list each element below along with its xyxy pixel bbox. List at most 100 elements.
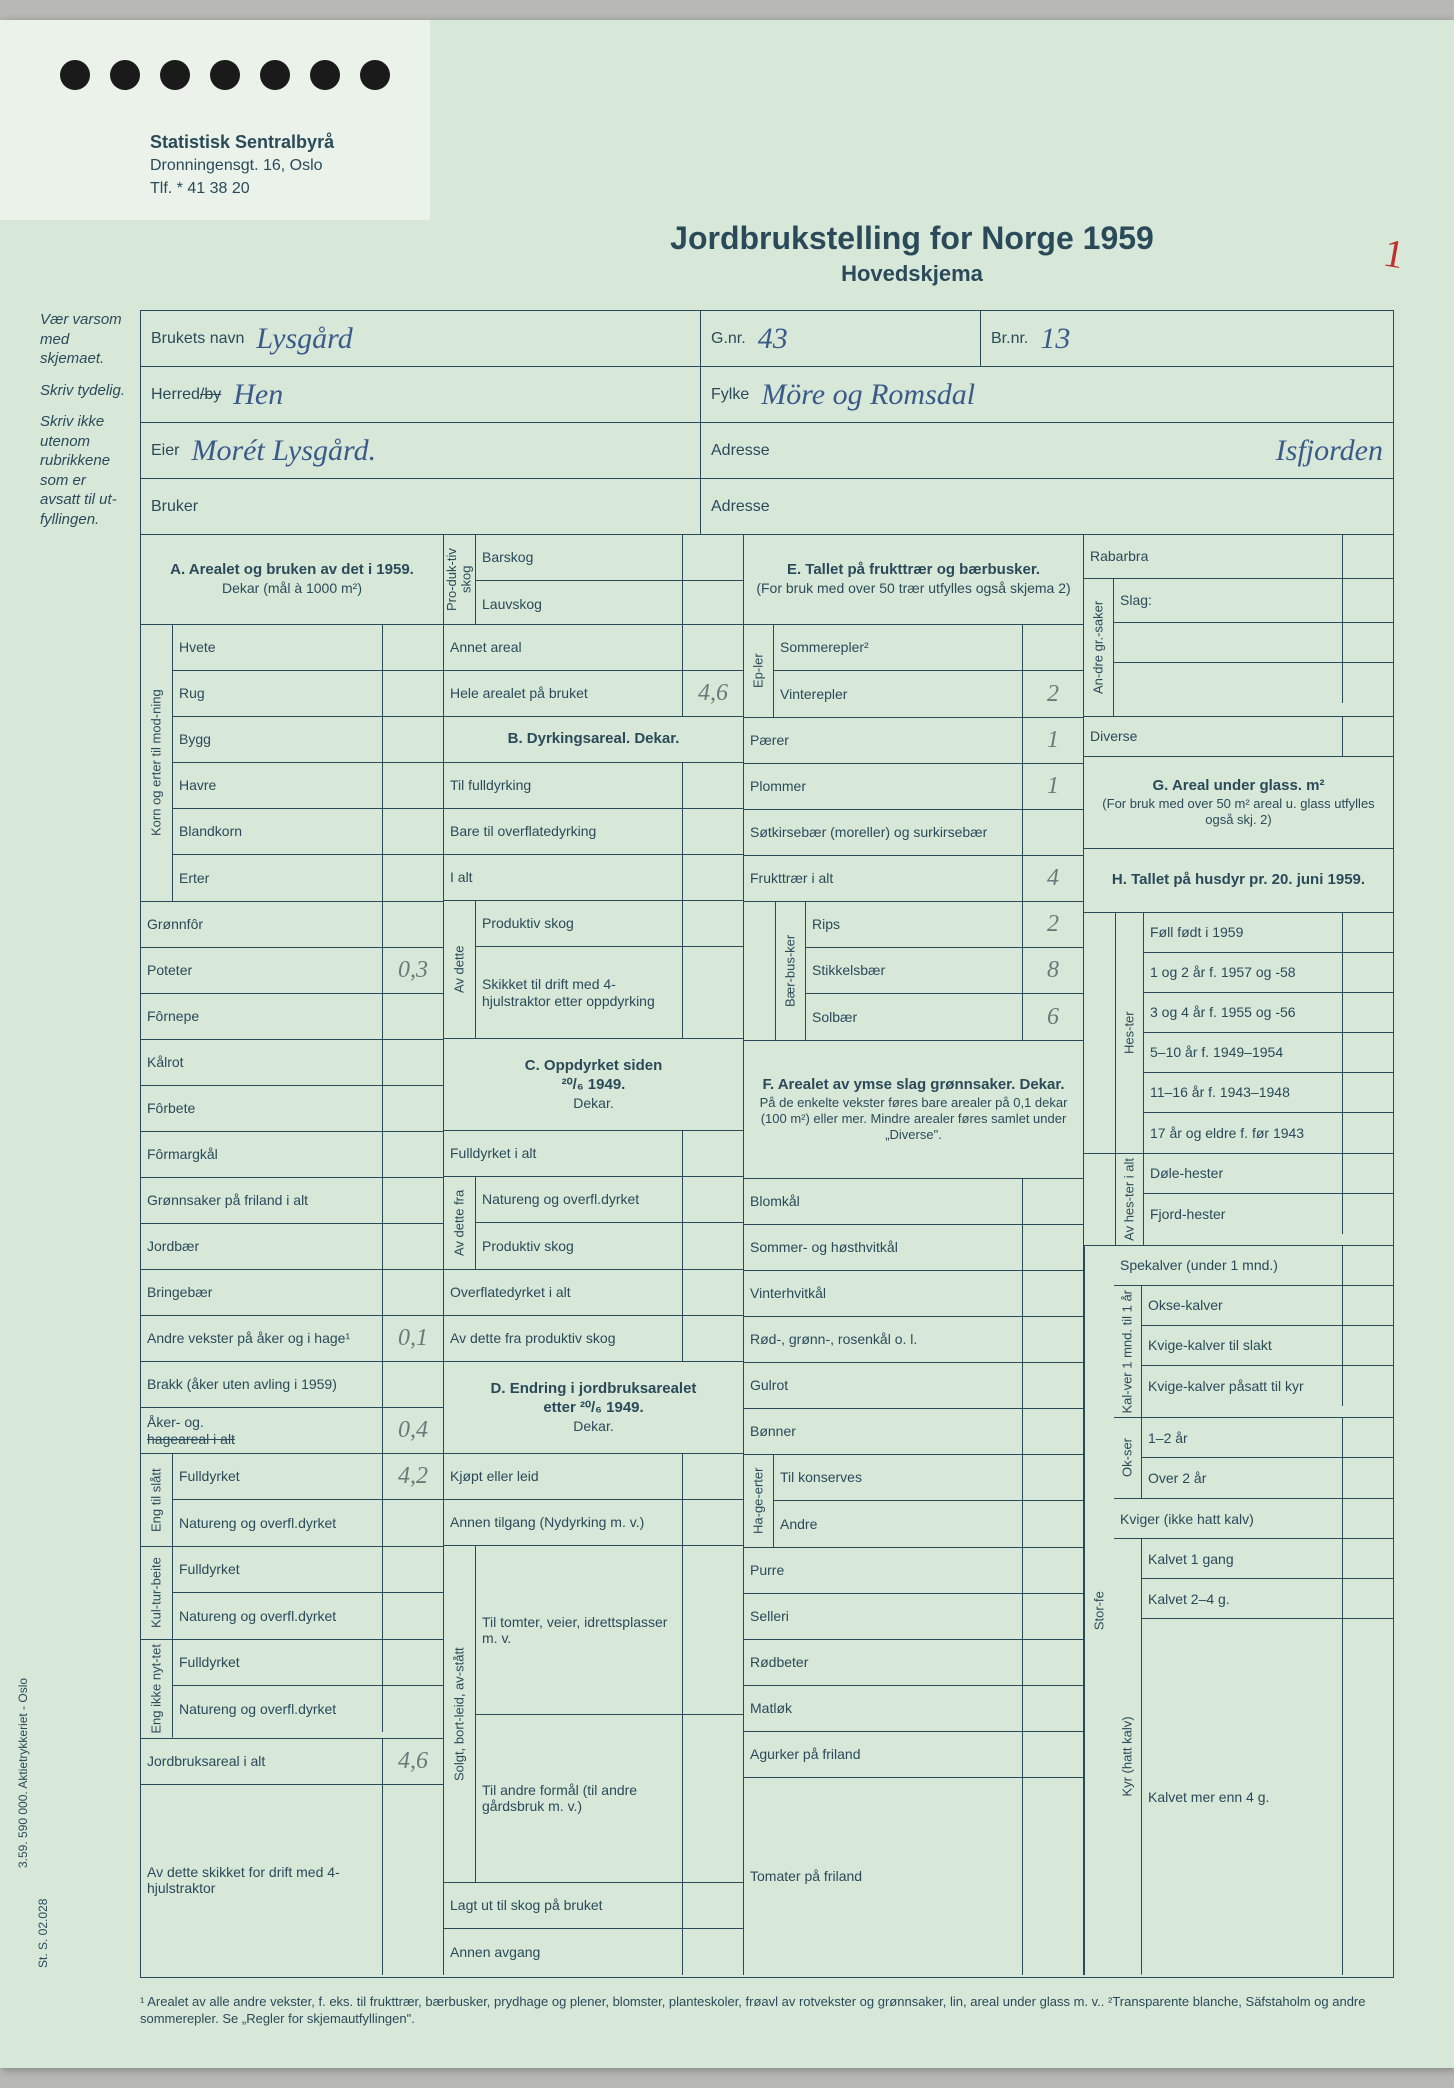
e-hdr2: (For bruk med over 50 trær utfylles også…: [748, 580, 1079, 598]
adresse1-lbl: Adresse: [711, 442, 770, 460]
eier-val: Morét Lysgård.: [191, 434, 376, 468]
baer-vlabel: Bær-bus-ker: [776, 902, 806, 1040]
bruker-lbl: Bruker: [151, 498, 198, 516]
c-avdette: Av dette fra produktiv skog: [444, 1316, 683, 1361]
e-plommer-v: 1: [1047, 773, 1059, 800]
d-tomter: Til tomter, veier, idrettsplasser m. v.: [476, 1546, 683, 1714]
d-kjopt: Kjøpt eller leid: [444, 1454, 683, 1499]
hele-v: 4,6: [698, 680, 728, 707]
a-kul-full: Fulldyrket: [173, 1547, 383, 1592]
side-print-1: 3.59. 590 000. Aktietrykkeriet - Oslo: [16, 1678, 30, 1868]
brukets-navn-lbl: Brukets navn: [151, 330, 244, 348]
a-havre: Havre: [173, 763, 383, 808]
org-addr: Dronningensgt. 16, Oslo: [150, 155, 334, 177]
hdr-row-1: Brukets navn Lysgård G.nr. 43 Br.nr. 13: [141, 311, 1393, 367]
c-overfl: Overflatedyrket i alt: [444, 1270, 683, 1315]
a-eng2-full: Fulldyrket: [173, 1640, 383, 1685]
d-solgt-vlabel: Solgt, bort-leid, av-stått: [444, 1546, 476, 1882]
adresse1-val: Isfjorden: [1276, 434, 1383, 468]
e-frukt-v: 4: [1047, 865, 1059, 892]
form-page: Statistisk Sentralbyrå Dronningensgt. 16…: [0, 20, 1454, 2068]
a-erter: Erter: [173, 855, 383, 901]
h-17: 17 år og eldre f. før 1943: [1144, 1113, 1343, 1153]
a-aker-lbl: Åker- og.hageareal i alt: [141, 1408, 383, 1453]
a-fulldyrket: Fulldyrket: [173, 1454, 383, 1499]
c-full: Fulldyrket i alt: [444, 1131, 683, 1176]
fylke-val: Möre og Romsdal: [761, 378, 975, 412]
f-blomkal: Blomkål: [744, 1179, 1023, 1224]
g-hdr2: (For bruk med over 50 m² areal u. glass …: [1088, 796, 1389, 829]
side-print-2: St. S. 02.028: [36, 1899, 50, 1968]
storfe-vlabel: Stor-fe: [1084, 1246, 1114, 1975]
eng2-vlabel: Eng ikke nyt-tet: [141, 1640, 173, 1738]
title-main: Jordbrukstelling for Norge 1959: [430, 220, 1394, 257]
f-rodbeter: Rødbeter: [744, 1640, 1023, 1685]
f-tomater: Tomater på friland: [744, 1778, 1023, 1975]
e-sommer: Sommerepler²: [774, 625, 1023, 670]
c-prod: Produktiv skog: [476, 1223, 683, 1269]
b-hdr: B. Dyrkingsareal. Dekar.: [508, 730, 680, 749]
c-hdr1: C. Oppdyrket siden: [448, 1057, 739, 1076]
a-hdr2: Dekar (mål à 1000 m²): [145, 580, 439, 598]
c-natureng: Natureng og overfl.dyrket: [476, 1177, 683, 1222]
title-block: Jordbrukstelling for Norge 1959 Hovedskj…: [430, 220, 1394, 287]
a-poteter: Poteter: [141, 948, 383, 993]
eng-vlabel: Eng til slått: [141, 1454, 173, 1546]
h-kvige-kyr: Kvige-kalver påsatt til kyr: [1142, 1366, 1343, 1406]
footnote: ¹ Arealet av alle andre vekster, f. eks.…: [140, 1994, 1394, 2028]
a-andre-v: 0,1: [398, 1325, 428, 1352]
a-kalrot: Kålrot: [141, 1040, 383, 1085]
hdr-row-2: Herred/by Hen Fylke Möre og Romsdal: [141, 367, 1393, 423]
h-o1-2: 1–2 år: [1142, 1418, 1343, 1457]
herred-val: Hen: [233, 378, 283, 412]
avh-vlabel: Av hes-ter i alt: [1116, 1154, 1144, 1245]
a-jordbaer: Jordbær: [141, 1224, 383, 1269]
h-hdr: H. Tallet på husdyr pr. 20. juni 1959.: [1112, 871, 1365, 890]
a-rug: Rug: [173, 671, 383, 716]
hdr-row-4: Bruker Adresse: [141, 479, 1393, 535]
left-margin-text: Vær varsom med skjemaet. Skriv tydelig. …: [40, 310, 130, 541]
brukets-navn-val: Lysgård: [256, 322, 352, 356]
h-okse: Okse-kalver: [1142, 1286, 1343, 1325]
h-k1: Kalvet 1 gang: [1142, 1539, 1343, 1578]
a-brakk: Brakk (åker uten avling i 1959): [141, 1362, 383, 1407]
prod-vlabel: Pro-duk-tiv skog: [444, 535, 476, 624]
punch-holes: [60, 60, 390, 90]
okser-vlabel: Ok-ser: [1114, 1418, 1142, 1498]
h-kvige-slakt: Kvige-kalver til slakt: [1142, 1326, 1343, 1365]
b-skikket: Skikket til drift med 4-hjulstraktor ett…: [476, 947, 683, 1038]
e-rips: Rips: [806, 902, 1023, 947]
a-formargkal: Fôrmargkål: [141, 1132, 383, 1177]
d-lagt: Lagt ut til skog på bruket: [444, 1883, 683, 1928]
h-1-2: 1 og 2 år f. 1957 og -58: [1144, 953, 1343, 992]
org-name: Statistisk Sentralbyrå: [150, 130, 334, 155]
a-forbete: Fôrbete: [141, 1086, 383, 1131]
g-diverse: Diverse: [1084, 717, 1343, 756]
a-hvete: Hvete: [173, 625, 383, 670]
korn-vlabel: Korn og erter til mod-ning: [141, 625, 173, 901]
kyr-vlabel: Kyr (hatt kalv): [1114, 1539, 1142, 1975]
a-kul-nat: Natureng og overfl.dyrket: [173, 1593, 383, 1639]
b-av-vlabel: Av dette: [444, 901, 476, 1038]
e-plommer: Plommer: [744, 764, 1023, 809]
title-sub: Hovedskjema: [430, 261, 1394, 287]
f-hdr1: F. Arealet av ymse slag grønnsaker. Deka…: [748, 1076, 1079, 1095]
a-jordbruks: Jordbruksareal i alt: [141, 1739, 383, 1784]
f-sommerhvit: Sommer- og høsthvitkål: [744, 1225, 1023, 1270]
a-fulldyrket-v: 4,2: [398, 1463, 428, 1490]
a-gronnfor: Grønnfôr: [141, 902, 383, 947]
hdr-row-3: Eier Morét Lysgård. Adresse Isfjorden: [141, 423, 1393, 479]
a-avdette: Av dette skikket for drift med 4-hjulstr…: [141, 1785, 383, 1975]
a-aker-v: 0,4: [398, 1417, 428, 1444]
h-dole: Døle-hester: [1144, 1154, 1343, 1193]
fylke-lbl: Fylke: [711, 386, 749, 404]
f-purre: Purre: [744, 1548, 1023, 1593]
b-tilfull: Til fulldyrking: [444, 763, 683, 808]
b-bare: Bare til overflatedyrking: [444, 809, 683, 854]
h-k2-4: Kalvet 2–4 g.: [1142, 1579, 1343, 1618]
kalver-vlabel: Kal-ver 1 mnd. til 1 år: [1114, 1286, 1142, 1418]
brnr-val: 13: [1040, 322, 1070, 356]
b-ialt: I alt: [444, 855, 683, 900]
e-vinter: Vinterepler: [774, 671, 1023, 717]
col-b: Pro-duk-tiv skog Barskog Lauvskog Annet …: [444, 535, 744, 1975]
